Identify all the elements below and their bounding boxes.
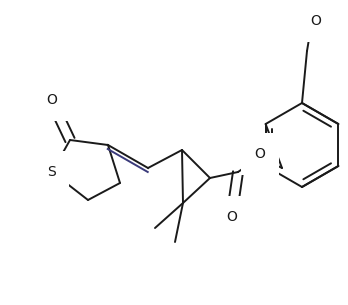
Text: O: O <box>227 210 237 224</box>
Text: O: O <box>47 93 57 107</box>
Text: O: O <box>255 147 266 161</box>
Text: S: S <box>47 165 55 179</box>
Text: O: O <box>310 14 322 28</box>
